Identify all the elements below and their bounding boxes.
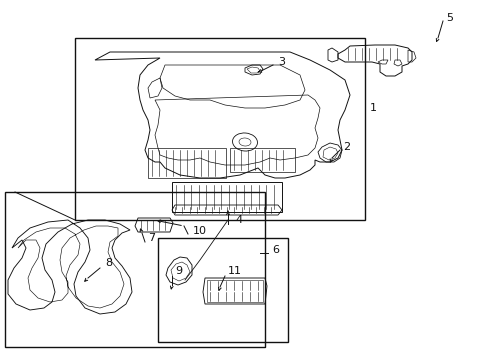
Text: 6: 6 — [271, 245, 279, 255]
Text: 8: 8 — [105, 258, 112, 268]
Bar — [172, 182, 282, 212]
Text: 11: 11 — [227, 266, 242, 276]
Text: 1: 1 — [369, 103, 376, 113]
Bar — [229, 148, 294, 172]
Text: 7: 7 — [148, 233, 155, 243]
Text: 3: 3 — [278, 57, 285, 67]
Text: 5: 5 — [445, 13, 452, 23]
Bar — [75, 38, 364, 220]
Text: 9: 9 — [175, 266, 182, 276]
Bar — [5, 192, 264, 347]
Text: 2: 2 — [342, 142, 349, 152]
Bar — [158, 238, 287, 342]
Text: 4: 4 — [235, 215, 242, 225]
Text: 10: 10 — [193, 226, 206, 236]
Bar — [148, 148, 225, 178]
